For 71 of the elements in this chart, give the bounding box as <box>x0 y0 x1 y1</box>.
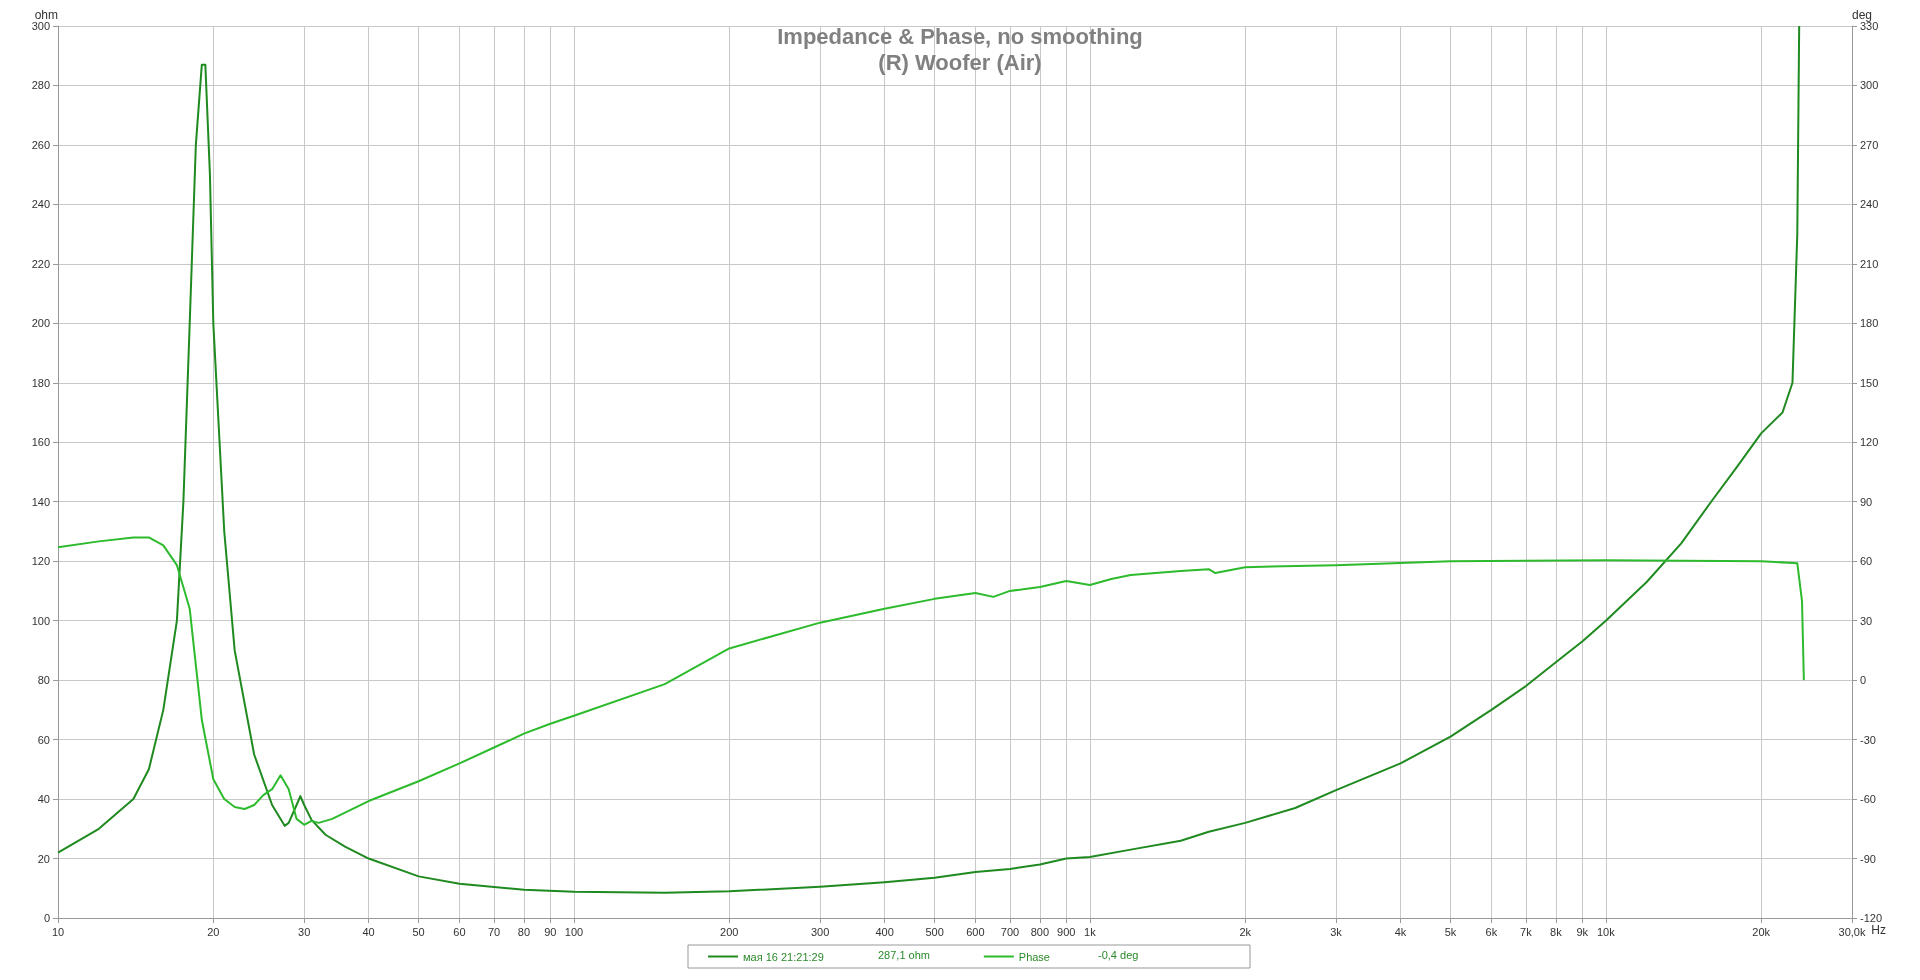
x-tick-label: 30 <box>298 925 311 938</box>
y2-tick-label: 300 <box>1860 79 1879 92</box>
y-tick-label: 0 <box>43 912 50 924</box>
y2-tick-label: -30 <box>1860 733 1876 746</box>
y2-tick-label: 120 <box>1860 436 1879 449</box>
y2-tick-label: -120 <box>1860 912 1883 924</box>
x-tick-label: 400 <box>875 925 894 938</box>
y-tick-label: 160 <box>31 436 50 449</box>
y2-tick-label: 180 <box>1860 317 1879 330</box>
y2-tick-label: 30 <box>1860 614 1873 627</box>
x-tick-label: 5k <box>1444 925 1457 938</box>
text: (R) Woofer (Air) <box>878 49 1042 75</box>
y-tick-label: 260 <box>31 138 50 151</box>
text: 287,1 ohm <box>878 948 930 961</box>
y2-tick-label: 240 <box>1860 198 1879 211</box>
y-tick-label: 180 <box>31 376 50 389</box>
x-tick-label: 10k <box>1596 925 1616 938</box>
x-tick-label: 1k <box>1084 925 1097 938</box>
y2-tick-label: 330 <box>1860 20 1879 32</box>
x-tick-label: 100 <box>564 925 584 938</box>
x-tick-label: 7k <box>1520 925 1533 938</box>
y-tick-label: 120 <box>31 555 50 568</box>
x-tick-label: 300 <box>810 925 830 938</box>
y-tick-label: 140 <box>31 495 50 508</box>
x-tick-label: 30,0k <box>1838 925 1866 938</box>
x-tick-label: 20k <box>1752 925 1771 938</box>
y-tick-label: 200 <box>31 317 50 330</box>
y-tick-label: 60 <box>37 733 50 746</box>
x-tick-label: 60 <box>453 925 466 938</box>
x-tick-label: 9k <box>1576 925 1589 938</box>
legend-label: Phase <box>1018 950 1051 963</box>
x-tick-label: 600 <box>966 925 985 938</box>
y-axis-title: ohm <box>34 7 58 22</box>
x-tick-label: 200 <box>720 925 739 938</box>
y-tick-label: 40 <box>37 793 50 806</box>
x-tick-label: 40 <box>362 925 375 938</box>
y2-tick-label: 150 <box>1860 376 1879 389</box>
x-tick-label: 80 <box>517 925 531 938</box>
y2-tick-label: -60 <box>1860 793 1876 806</box>
y-tick-label: 80 <box>37 674 50 687</box>
legend-label: мая 16 21:21:29 <box>743 950 824 963</box>
x-tick-label: 4k <box>1394 925 1407 938</box>
x-tick-label: 70 <box>487 925 501 938</box>
y2-tick-label: 60 <box>1860 555 1873 568</box>
y-tick-label: 20 <box>37 852 50 865</box>
chart-title: Impedance & Phase, no smoothing <box>777 23 1143 49</box>
x-tick-label: 6k <box>1485 925 1498 938</box>
y-tick-label: 280 <box>31 79 50 92</box>
x-axis-title: Hz <box>1871 923 1887 937</box>
x-tick-label: 90 <box>544 925 557 938</box>
x-tick-label: 2k <box>1239 925 1252 938</box>
x-tick-label: 10 <box>51 925 65 938</box>
x-tick-label: 3k <box>1330 925 1343 938</box>
x-tick-label: 800 <box>1030 925 1050 938</box>
y2-axis-title: deg <box>1852 7 1873 22</box>
x-tick-label: 500 <box>925 925 944 938</box>
y2-tick-label: -90 <box>1860 852 1876 865</box>
y-tick-label: 100 <box>31 614 50 627</box>
y-tick-label: 300 <box>31 20 50 32</box>
x-tick-label: 700 <box>1000 925 1020 938</box>
y2-tick-label: 0 <box>1860 674 1867 687</box>
x-tick-label: 20 <box>207 925 220 938</box>
text: -0,4 deg <box>1098 948 1139 961</box>
y2-tick-label: 90 <box>1860 495 1873 508</box>
x-tick-label: 50 <box>412 925 425 938</box>
y2-tick-label: 270 <box>1860 138 1879 151</box>
y-tick-label: 240 <box>31 198 50 211</box>
x-tick-label: 900 <box>1057 925 1076 938</box>
y-tick-label: 220 <box>31 257 50 270</box>
x-tick-label: 8k <box>1550 925 1563 938</box>
y2-tick-label: 210 <box>1860 257 1879 270</box>
